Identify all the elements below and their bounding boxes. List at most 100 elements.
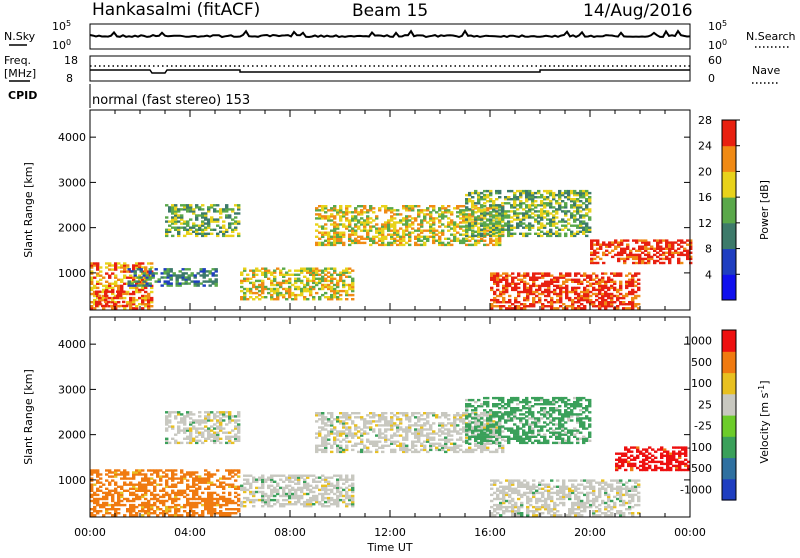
echo-cell <box>538 272 541 274</box>
echo-cell <box>294 274 297 276</box>
echo-cell <box>222 235 225 237</box>
echo-cell <box>243 501 246 503</box>
echo-cell <box>453 207 456 209</box>
echo-cell <box>498 445 501 447</box>
echo-cell <box>192 498 195 500</box>
echo-cell <box>390 441 393 443</box>
echo-cell <box>471 432 474 434</box>
echo-cell <box>198 214 201 216</box>
echo-cell <box>590 260 593 262</box>
echo-cell <box>116 291 119 293</box>
echo-cell <box>288 278 291 280</box>
echo-cell <box>174 514 177 516</box>
echo-cell <box>134 280 137 282</box>
echo-cell <box>330 219 333 221</box>
echo-cell <box>480 196 483 198</box>
echo-cell <box>366 449 369 451</box>
echo-cell <box>303 479 306 481</box>
echo-cell <box>240 286 243 288</box>
echo-cell <box>141 307 144 309</box>
echo-cell <box>258 284 261 286</box>
echo-cell <box>614 254 617 256</box>
echo-cell <box>411 232 414 234</box>
echo-cell <box>129 307 132 309</box>
echo-cell <box>611 250 614 252</box>
echo-cell <box>147 469 150 471</box>
echo-cell <box>686 250 689 252</box>
echo-cell <box>285 477 288 479</box>
echo-cell <box>120 500 123 502</box>
echo-cell <box>138 482 141 484</box>
echo-cell <box>261 274 264 276</box>
echo-cell <box>336 479 339 481</box>
echo-cell <box>336 416 339 418</box>
echo-cell <box>123 482 126 484</box>
echo-cell <box>132 498 135 500</box>
echo-cell <box>185 268 188 270</box>
echo-cell <box>354 223 357 225</box>
echo-cell <box>465 213 468 215</box>
echo-cell <box>363 225 366 227</box>
echo-cell <box>315 414 318 416</box>
colorbar-tick-label: 20 <box>698 165 712 178</box>
echo-cell <box>255 280 258 282</box>
echo-cell <box>150 512 153 514</box>
echo-cell <box>514 283 517 285</box>
echo-cell <box>177 514 180 516</box>
echo-cell <box>198 229 201 231</box>
echo-cell <box>366 236 369 238</box>
echo-cell <box>213 432 216 434</box>
echo-cell <box>423 412 426 414</box>
echo-cell <box>324 491 327 493</box>
echo-cell <box>192 471 195 473</box>
echo-cell <box>111 272 114 274</box>
echo-cell <box>544 272 547 274</box>
echo-cell <box>408 236 411 238</box>
echo-cell <box>498 209 501 211</box>
echo-cell <box>513 196 516 198</box>
echo-cell <box>219 504 222 506</box>
echo-cell <box>647 248 650 250</box>
echo-cell <box>396 424 399 426</box>
echo-cell <box>480 436 483 438</box>
echo-cell <box>309 286 312 288</box>
echo-cell <box>366 447 369 449</box>
echo-cell <box>102 484 105 486</box>
echo-cell <box>204 438 207 440</box>
echo-cell <box>559 301 562 303</box>
echo-cell <box>204 415 207 417</box>
echo-cell <box>225 235 228 237</box>
echo-cell <box>141 295 144 297</box>
echo-cell <box>522 218 525 220</box>
echo-cell <box>345 487 348 489</box>
echo-cell <box>644 262 647 264</box>
echo-cell <box>186 220 189 222</box>
echo-cell <box>228 222 231 224</box>
echo-cell <box>595 275 598 277</box>
echo-cell <box>333 236 336 238</box>
echo-cell <box>462 238 465 240</box>
echo-cell <box>480 229 483 231</box>
echo-cell <box>150 469 153 471</box>
echo-cell <box>585 198 588 200</box>
echo-cell <box>384 416 387 418</box>
echo-cell <box>201 419 204 421</box>
echo-cell <box>390 443 393 445</box>
echo-cell <box>372 443 375 445</box>
echo-cell <box>502 291 505 293</box>
echo-cell <box>528 206 531 208</box>
echo-cell <box>465 437 468 439</box>
echo-cell <box>276 489 279 491</box>
echo-cell <box>321 232 324 234</box>
echo-cell <box>390 215 393 217</box>
echo-cell <box>534 210 537 212</box>
echo-cell <box>671 248 674 250</box>
echo-cell <box>363 230 366 232</box>
echo-cell <box>150 305 153 307</box>
echo-cell <box>447 225 450 227</box>
echo-cell <box>186 436 189 438</box>
echo-cell <box>348 219 351 221</box>
echo-cell <box>309 268 312 270</box>
echo-cell <box>535 285 538 287</box>
echo-cell <box>456 412 459 414</box>
